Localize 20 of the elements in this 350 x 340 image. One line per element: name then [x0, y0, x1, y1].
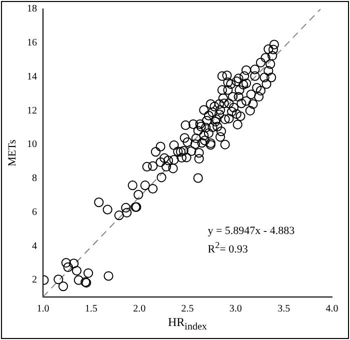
- x-tick-label: 1.0: [36, 304, 50, 315]
- annotation: y = 5.8947x - 4.883: [208, 225, 295, 237]
- x-tick-label: 4.0: [326, 304, 338, 315]
- x-tick-label: 2.5: [181, 304, 194, 315]
- y-tick-label: 10: [27, 139, 37, 150]
- y-tick-label: 18: [27, 4, 37, 15]
- x-axis-title: HR$_{index}$: [168, 315, 207, 332]
- y-tick-label: 14: [27, 71, 37, 82]
- y-tick-label: 2: [32, 274, 37, 286]
- y-tick-label: 16: [27, 38, 37, 49]
- annotation: R$^{2}$= 0.93: [208, 240, 248, 256]
- x-tick-label: 1.5: [84, 304, 98, 315]
- y-tick-label: 12: [27, 105, 37, 116]
- y-tick-label: 6: [32, 206, 37, 218]
- x-tick-label: 2.0: [133, 304, 146, 315]
- y-tick-label: 4: [32, 240, 37, 252]
- x-tick-label: 3.0: [229, 304, 242, 315]
- y-tick-label: 8: [32, 173, 37, 184]
- x-tick-label: 3.5: [278, 304, 290, 315]
- y-axis-title: METs: [6, 140, 18, 166]
